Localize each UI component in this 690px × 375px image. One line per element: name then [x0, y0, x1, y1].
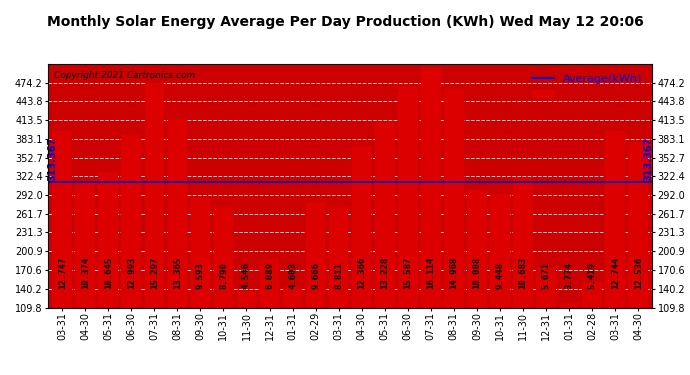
Text: 10.683: 10.683	[518, 257, 527, 289]
Text: 15.587: 15.587	[403, 257, 413, 289]
Bar	[444, 89, 464, 375]
Text: 4.546: 4.546	[242, 262, 251, 289]
Text: Copyright 2021 Cartronics.com: Copyright 2021 Cartronics.com	[55, 71, 195, 80]
Bar	[121, 135, 141, 375]
Text: 5.671: 5.671	[542, 262, 551, 289]
Text: 10.008: 10.008	[473, 257, 482, 289]
Bar	[190, 198, 210, 375]
Bar	[513, 177, 533, 375]
Text: 12.747: 12.747	[58, 257, 67, 289]
Text: 12.366: 12.366	[357, 257, 366, 289]
Bar	[306, 202, 326, 375]
Text: 6.089: 6.089	[265, 262, 274, 289]
Bar	[398, 87, 417, 375]
Bar	[99, 171, 118, 375]
Text: 4.603: 4.603	[288, 262, 297, 289]
Text: 12.536: 12.536	[633, 257, 642, 289]
Bar	[536, 267, 556, 375]
Text: 8.811: 8.811	[334, 262, 343, 289]
Text: 8.790: 8.790	[219, 262, 228, 289]
Text: 5.419: 5.419	[588, 262, 597, 289]
Text: 9.593: 9.593	[196, 262, 205, 289]
Text: 12.993: 12.993	[127, 257, 136, 289]
Text: 13.365: 13.365	[173, 257, 182, 289]
Text: 3.774: 3.774	[564, 262, 573, 289]
Bar	[144, 82, 164, 375]
Bar	[259, 259, 279, 375]
Bar	[329, 207, 348, 375]
Bar	[605, 131, 625, 375]
Bar	[467, 190, 486, 375]
Bar	[283, 287, 302, 375]
Text: 10.645: 10.645	[104, 257, 112, 289]
Bar	[560, 303, 579, 375]
Bar	[168, 120, 187, 375]
Text: 16.114: 16.114	[426, 257, 435, 289]
Text: 15.297: 15.297	[150, 257, 159, 289]
Text: Monthly Solar Energy Average Per Day Production (KWh) Wed May 12 20:06: Monthly Solar Energy Average Per Day Pro…	[47, 15, 643, 29]
Bar	[352, 146, 371, 375]
Bar	[490, 195, 510, 375]
Text: 10.374: 10.374	[81, 257, 90, 289]
Bar	[237, 291, 256, 375]
Bar	[214, 207, 233, 375]
Legend: Average(kWh), Monthly(kWh): Average(kWh), Monthly(kWh)	[527, 69, 647, 104]
Bar	[375, 122, 395, 375]
Text: 9.448: 9.448	[495, 262, 504, 289]
Bar	[75, 183, 95, 375]
Text: 313.367: 313.367	[643, 136, 653, 181]
Text: 14.968: 14.968	[449, 257, 458, 289]
Bar	[421, 67, 441, 375]
Bar	[629, 143, 648, 375]
Text: 12.744: 12.744	[611, 257, 620, 289]
Text: 313.367: 313.367	[48, 136, 57, 181]
Bar	[582, 282, 602, 375]
Text: 9.666: 9.666	[311, 262, 320, 289]
Bar	[52, 131, 72, 375]
Text: 13.228: 13.228	[380, 257, 389, 289]
